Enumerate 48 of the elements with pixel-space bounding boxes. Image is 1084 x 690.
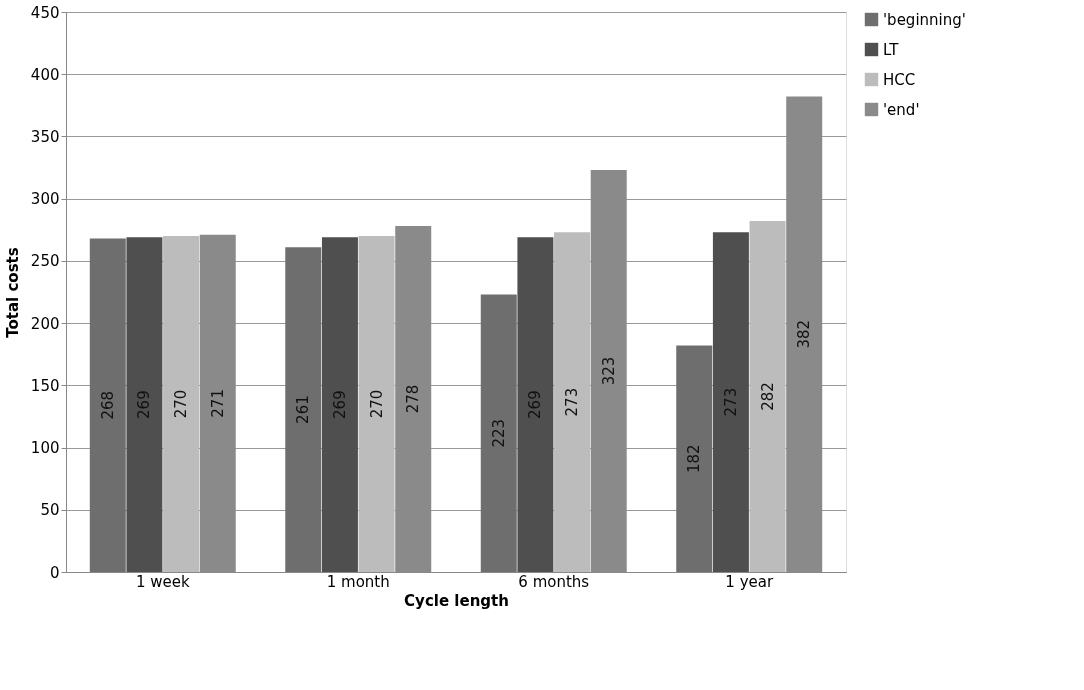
data-label: 269 bbox=[135, 390, 154, 419]
bar bbox=[480, 294, 517, 572]
bar bbox=[163, 236, 200, 572]
data-label: 261 bbox=[294, 395, 313, 424]
data-label: 268 bbox=[98, 390, 117, 420]
legend-label: LT bbox=[883, 40, 900, 59]
data-label: 273 bbox=[721, 387, 740, 417]
y-tick-label: 150 bbox=[30, 376, 60, 395]
y-tick-label: 50 bbox=[40, 501, 60, 520]
data-label: 269 bbox=[330, 390, 349, 419]
bar bbox=[321, 237, 358, 572]
data-label: 270 bbox=[367, 389, 386, 419]
y-tick-label: 400 bbox=[30, 65, 60, 84]
bar bbox=[285, 247, 322, 572]
x-tick-label: 1 month bbox=[326, 572, 390, 591]
data-label: 382 bbox=[795, 319, 814, 349]
data-label: 273 bbox=[563, 387, 582, 417]
data-label: 270 bbox=[172, 389, 191, 419]
x-tick-label: 1 year bbox=[725, 572, 774, 591]
x-axis-title: Cycle length bbox=[404, 591, 509, 610]
data-label: 182 bbox=[685, 444, 704, 474]
bar bbox=[358, 236, 395, 572]
y-tick-label: 200 bbox=[30, 314, 60, 333]
legend-label: HCC bbox=[883, 70, 916, 89]
data-label: 323 bbox=[599, 356, 618, 386]
legend-label: 'end' bbox=[883, 100, 920, 119]
data-label: 282 bbox=[758, 382, 777, 411]
bar bbox=[517, 237, 554, 572]
y-tick-label: 350 bbox=[30, 127, 60, 146]
y-tick-label: 450 bbox=[30, 3, 60, 22]
data-label: 269 bbox=[526, 390, 545, 419]
y-tick-label: 250 bbox=[30, 252, 60, 271]
y-tick-label: 100 bbox=[30, 439, 60, 458]
bar bbox=[712, 232, 749, 572]
data-label: 271 bbox=[208, 389, 227, 418]
bar bbox=[676, 345, 713, 572]
y-tick-label: 0 bbox=[49, 563, 60, 582]
legend-label: 'beginning' bbox=[883, 10, 966, 29]
bar bbox=[554, 232, 591, 572]
data-label: 223 bbox=[489, 418, 508, 448]
y-tick-label: 300 bbox=[30, 190, 60, 209]
x-tick-label: 6 months bbox=[518, 572, 590, 591]
bar bbox=[89, 238, 126, 572]
y-axis-title: Total costs bbox=[3, 247, 22, 338]
bar bbox=[749, 221, 786, 572]
bar bbox=[126, 237, 163, 572]
x-tick-label: 1 week bbox=[135, 572, 190, 591]
data-label: 278 bbox=[404, 384, 423, 414]
